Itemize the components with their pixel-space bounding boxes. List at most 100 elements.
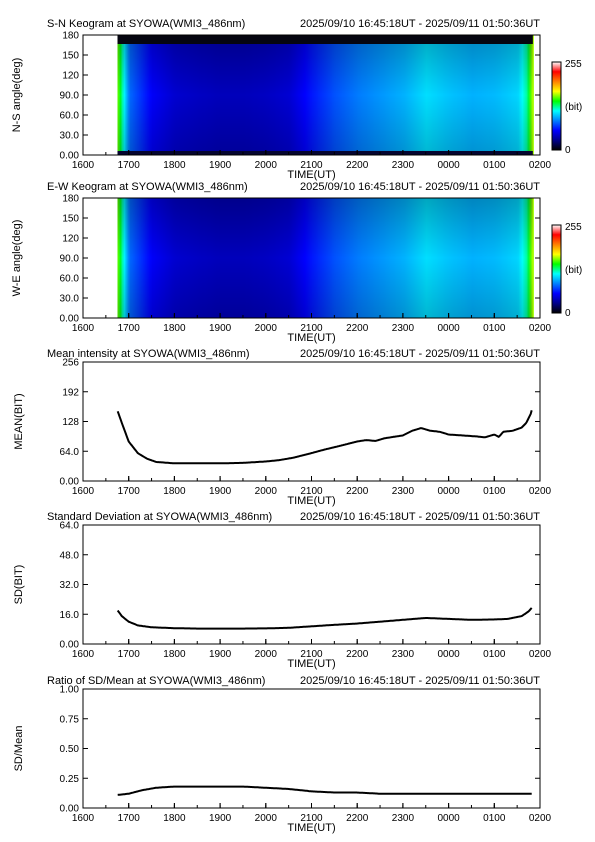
y-tick-label: 60.0 bbox=[60, 111, 80, 122]
y-axis-label: SD/Mean bbox=[13, 726, 25, 772]
y-tick-label: 150 bbox=[62, 214, 79, 225]
panel-title: Standard Deviation at SYOWA(WMI3_486nm) bbox=[47, 511, 272, 523]
x-tick-label: 2100 bbox=[300, 813, 323, 824]
x-tick-label: 2300 bbox=[392, 486, 415, 497]
y-tick-label: 0.00 bbox=[60, 477, 80, 488]
colorbar-min-label: 0 bbox=[565, 308, 571, 319]
series-line bbox=[116, 410, 533, 465]
x-axis-label: TIME(UT) bbox=[287, 658, 335, 670]
keogram-mask-band-bottom bbox=[117, 151, 533, 155]
y-tick-label: 30.0 bbox=[60, 131, 80, 142]
x-tick-label: 0100 bbox=[483, 649, 506, 660]
y-axis-label: MEAN(BIT) bbox=[13, 393, 25, 449]
x-tick-label: 1900 bbox=[209, 160, 232, 171]
y-tick-label: 90.0 bbox=[60, 91, 80, 102]
y-tick-label: 0.00 bbox=[60, 151, 80, 162]
y-tick-label: 180 bbox=[62, 194, 79, 205]
x-tick-label: 2300 bbox=[392, 649, 415, 660]
y-tick-label: 0.50 bbox=[60, 744, 80, 755]
x-tick-label: 1900 bbox=[209, 323, 232, 334]
x-tick-label: 2200 bbox=[346, 813, 369, 824]
x-tick-label: 2200 bbox=[346, 160, 369, 171]
y-tick-label: 0.00 bbox=[60, 804, 80, 815]
x-tick-label: 1800 bbox=[163, 486, 186, 497]
keogram-shading bbox=[117, 198, 533, 318]
x-tick-label: 1900 bbox=[209, 486, 232, 497]
y-tick-label: 120 bbox=[62, 71, 79, 82]
x-tick-label: 0100 bbox=[483, 813, 506, 824]
x-axis-label: TIME(UT) bbox=[287, 495, 335, 507]
x-tick-label: 2300 bbox=[392, 813, 415, 824]
colorbar-max-label: 255 bbox=[565, 59, 582, 70]
x-tick-label: 1600 bbox=[72, 813, 95, 824]
x-tick-label: 1700 bbox=[118, 649, 141, 660]
x-tick-label: 2300 bbox=[392, 160, 415, 171]
series-line bbox=[116, 607, 533, 630]
x-tick-label: 2100 bbox=[300, 323, 323, 334]
x-tick-label: 1800 bbox=[163, 160, 186, 171]
x-axis-label: TIME(UT) bbox=[287, 169, 335, 181]
x-tick-label: 0000 bbox=[437, 323, 460, 334]
x-tick-label: 0100 bbox=[483, 323, 506, 334]
y-tick-label: 48.0 bbox=[60, 550, 80, 561]
x-tick-label: 0200 bbox=[529, 649, 552, 660]
x-tick-label: 0200 bbox=[529, 323, 552, 334]
x-tick-label: 2200 bbox=[346, 323, 369, 334]
x-tick-label: 0000 bbox=[437, 649, 460, 660]
y-tick-label: 90.0 bbox=[60, 254, 80, 265]
x-tick-label: 2000 bbox=[255, 649, 278, 660]
x-tick-label: 1700 bbox=[118, 323, 141, 334]
time-range-text: 2025/09/10 16:45:18UT - 2025/09/11 01:50… bbox=[300, 181, 540, 193]
y-tick-label: 0.25 bbox=[60, 774, 80, 785]
x-tick-label: 2000 bbox=[255, 813, 278, 824]
plot-frame bbox=[82, 361, 541, 482]
x-axis-label: TIME(UT) bbox=[287, 332, 335, 344]
keogram-heatmap bbox=[117, 35, 534, 155]
x-axis-label: TIME(UT) bbox=[287, 822, 335, 834]
y-tick-label: 32.0 bbox=[60, 580, 80, 591]
x-tick-label: 2100 bbox=[300, 486, 323, 497]
time-range-text: 2025/09/10 16:45:18UT - 2025/09/11 01:50… bbox=[300, 511, 540, 523]
y-tick-label: 192 bbox=[62, 387, 79, 398]
x-tick-label: 1600 bbox=[72, 160, 95, 171]
y-tick-label: 64.0 bbox=[60, 447, 80, 458]
y-tick-label: 0.75 bbox=[60, 714, 80, 725]
y-tick-label: 16.0 bbox=[60, 610, 80, 621]
keogram-mask-band bbox=[117, 35, 533, 44]
colorbar bbox=[551, 61, 562, 151]
x-tick-label: 1700 bbox=[118, 160, 141, 171]
time-range-text: 2025/09/10 16:45:18UT - 2025/09/11 01:50… bbox=[300, 18, 540, 30]
x-tick-label: 0100 bbox=[483, 486, 506, 497]
x-tick-label: 2100 bbox=[300, 160, 323, 171]
x-tick-label: 1700 bbox=[118, 813, 141, 824]
y-tick-label: 1.00 bbox=[60, 685, 80, 696]
panel-title: Mean intensity at SYOWA(WMI3_486nm) bbox=[47, 348, 250, 360]
x-tick-label: 1600 bbox=[72, 649, 95, 660]
x-tick-label: 0200 bbox=[529, 813, 552, 824]
x-tick-label: 1700 bbox=[118, 486, 141, 497]
x-tick-label: 0200 bbox=[529, 160, 552, 171]
colorbar-unit-label: (bit) bbox=[565, 102, 582, 113]
x-tick-label: 2200 bbox=[346, 486, 369, 497]
y-tick-label: 60.0 bbox=[60, 274, 80, 285]
y-tick-label: 180 bbox=[62, 31, 79, 42]
keogram-heatmap bbox=[117, 198, 534, 318]
x-tick-label: 2200 bbox=[346, 649, 369, 660]
colorbar-min-label: 0 bbox=[565, 145, 571, 156]
x-tick-label: 0000 bbox=[437, 160, 460, 171]
y-axis-label: W-E angle(deg) bbox=[11, 220, 23, 297]
y-tick-label: 128 bbox=[62, 417, 79, 428]
series-line bbox=[117, 785, 532, 796]
y-tick-label: 30.0 bbox=[60, 294, 80, 305]
x-tick-label: 0000 bbox=[437, 486, 460, 497]
panel-title: S-N Keogram at SYOWA(WMI3_486nm) bbox=[47, 18, 245, 30]
x-tick-label: 2100 bbox=[300, 649, 323, 660]
x-tick-label: 0200 bbox=[529, 486, 552, 497]
y-tick-label: 0.00 bbox=[60, 640, 80, 651]
x-tick-label: 0000 bbox=[437, 813, 460, 824]
colorbar-max-label: 255 bbox=[565, 222, 582, 233]
panel-title: E-W Keogram at SYOWA(WMI3_486nm) bbox=[47, 181, 248, 193]
y-axis-label: N-S angle(deg) bbox=[11, 58, 23, 133]
y-tick-label: 150 bbox=[62, 51, 79, 62]
